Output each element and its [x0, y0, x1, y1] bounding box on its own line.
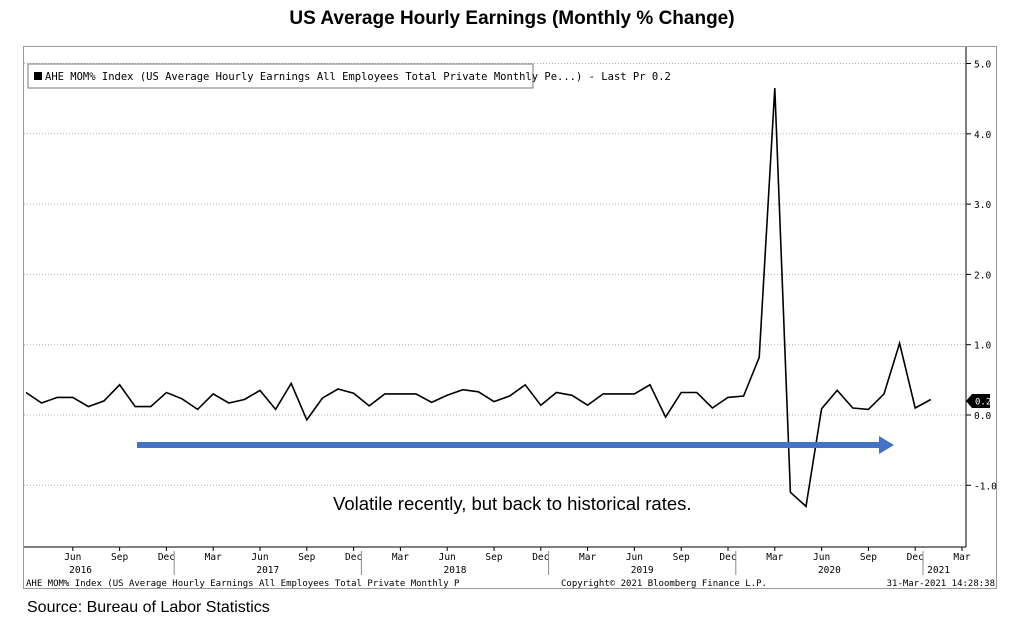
x-tick-label: Sep: [111, 552, 128, 563]
x-tick-label: Dec: [345, 552, 362, 563]
x-year-label: 2018: [444, 565, 467, 576]
footer-center: Copyright© 2021 Bloomberg Finance L.P.: [561, 579, 767, 589]
x-tick-label: Jun: [64, 552, 81, 563]
x-tick-label: Mar: [392, 552, 409, 563]
footer-right: 31-Mar-2021 14:28:38: [887, 579, 995, 589]
gridlines: [24, 63, 966, 486]
y-tick-label: 5.0: [974, 60, 991, 71]
x-year-label: 2020: [818, 565, 841, 576]
x-axis: Jun Sep Dec Mar Jun Sep Dec Mar Jun Sep Dec Mar Jun S…: [24, 546, 971, 576]
x-tick-label: Dec: [532, 552, 549, 563]
legend-text: AHE MOM% Index (US Average Hourly Earnin…: [45, 71, 671, 83]
footer: AHE MOM% Index (US Average Hourly Earnin…: [26, 579, 995, 589]
x-tick-label: Mar: [953, 552, 970, 563]
y-tick-label: 1.0: [974, 341, 991, 352]
chart-svg: -1.00.01.02.03.04.05.00.2 Jun Sep Dec Mar Ju…: [24, 47, 997, 589]
series-line: [25, 88, 932, 508]
x-tick-label: Jun: [251, 552, 268, 563]
annotation-text: Volatile recently, but back to historica…: [333, 493, 692, 514]
x-tick-label: Dec: [158, 552, 175, 563]
chart-frame: -1.0 0.0 1.0 2.0 3.0 4.0 5.0 0.2 Jun Sep Dec Mar Ju…: [23, 46, 997, 589]
last-value-label: 0.2: [975, 397, 991, 407]
footer-left: AHE MOM% Index (US Average Hourly Earnin…: [26, 579, 460, 589]
source-note: Source: Bureau of Labor Statistics: [27, 599, 270, 616]
x-tick-label: Sep: [673, 552, 690, 563]
x-tick-label: Sep: [485, 552, 502, 563]
x-tick-label: Jun: [813, 552, 830, 563]
annotation-group: Volatile recently, but back to historica…: [137, 436, 894, 514]
x-year-label: 2021: [927, 565, 950, 576]
trend-arrow-head: [879, 436, 894, 454]
y-tick-label: 0.0: [974, 411, 991, 422]
y-tick-label: 3.0: [974, 200, 991, 211]
x-tick-label: Jun: [439, 552, 456, 563]
x-tick-label: Mar: [766, 552, 783, 563]
x-tick-label: Dec: [719, 552, 736, 563]
x-tick-label: Mar: [579, 552, 596, 563]
y-tick-label: -1.0: [974, 481, 997, 492]
x-tick-label: Sep: [860, 552, 877, 563]
x-tick-label: Sep: [298, 552, 315, 563]
y-tick-label: 4.0: [974, 130, 991, 141]
x-tick-label: Jun: [626, 552, 643, 563]
last-value-badge: [966, 393, 990, 408]
y-tick-label: 2.0: [974, 270, 991, 281]
chart-title: US Average Hourly Earnings (Monthly % Ch…: [289, 8, 735, 29]
series-ahe-mom: [25, 88, 932, 508]
x-tick-label: Mar: [205, 552, 222, 563]
y-axis: -1.0 0.0 1.0 2.0 3.0 4.0 5.0 0.2: [965, 47, 997, 547]
legend-swatch: [34, 72, 42, 80]
x-tick-label: Dec: [907, 552, 924, 563]
x-year-label: 2019: [631, 565, 654, 576]
x-year-label: 2017: [256, 565, 279, 576]
legend: AHE MOM% Index (US Average Hourly Earnin…: [27, 63, 671, 89]
x-year-label: 2016: [69, 565, 92, 576]
